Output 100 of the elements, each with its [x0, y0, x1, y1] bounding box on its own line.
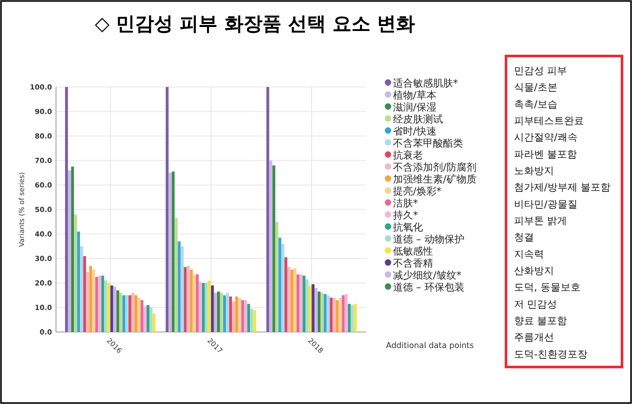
legend-item: 省时/快速 [384, 126, 436, 138]
legend-item: 不含香精 [384, 258, 433, 270]
legend-item: 不含苯甲酸酯类 [384, 138, 463, 150]
bar [65, 87, 68, 332]
bar [247, 304, 250, 332]
bar [150, 308, 152, 332]
bar [77, 232, 80, 332]
bar [294, 268, 296, 332]
legend-label: 道德 – 环保包装 [393, 282, 464, 294]
chart-title: ◇ 민감성 피부 화장품 선택 요소 변화 [94, 13, 416, 35]
legend-label: 道德 – 动物保护 [393, 234, 464, 246]
legend-label: 低敏感性 [393, 246, 433, 258]
bar [144, 306, 146, 332]
text: 식물/초본 [514, 82, 558, 94]
bar [83, 256, 86, 332]
legend-item: 植物/草本 [384, 90, 436, 102]
bar [217, 292, 220, 332]
text: 시간절약/쾌속 [514, 132, 578, 144]
bar [354, 304, 357, 332]
legend-label: 减少细纹/皱纹* [393, 270, 462, 282]
legend-item: 减少细纹/皱纹* [384, 270, 462, 282]
legend-label: 经皮肤测试 [393, 114, 443, 126]
text: 주름개선 [514, 332, 554, 344]
text: 저 민감성 [514, 299, 558, 310]
bar [202, 283, 205, 332]
bar [166, 87, 169, 332]
legend-label: 持久* [393, 210, 418, 222]
bar [241, 300, 244, 332]
bar [296, 274, 300, 332]
bar [86, 272, 90, 332]
text: 촉촉/보습 [514, 99, 558, 110]
bar [168, 172, 172, 332]
bar [226, 292, 229, 332]
bar [223, 295, 226, 332]
bar [326, 295, 330, 332]
bar [275, 222, 278, 332]
legend-item: 抗衰老 [384, 150, 423, 162]
bar [138, 298, 140, 332]
text: 지속력 [514, 249, 544, 260]
text: 산화방지 [514, 266, 554, 277]
bar [281, 244, 284, 332]
bar [74, 214, 77, 332]
bar [287, 267, 290, 332]
legend-item: 道德 – 动物保护 [384, 234, 464, 246]
text: 민감성 피부 [514, 66, 568, 77]
legend-label: 滋润/保湿 [393, 102, 436, 114]
text: 도덕, 동물보호 [514, 282, 580, 294]
legend-label: 植物/草本 [393, 90, 436, 102]
bar [314, 288, 318, 332]
legend-label: 适合敏感肌肤* [393, 78, 458, 90]
legend-label: 不含香精 [393, 258, 433, 270]
legend-label: 省时/快速 [393, 126, 436, 138]
legend-label: 洁肤* [393, 198, 418, 210]
legend-item: 洁肤* [384, 198, 418, 210]
text: 노화방지 [514, 166, 554, 177]
legend-item: 持久* [384, 210, 418, 222]
legend-label: 不含苯甲酸酯类 [393, 138, 463, 150]
bar [306, 279, 308, 332]
bar [350, 305, 354, 332]
bar [192, 274, 196, 332]
bar [128, 295, 132, 332]
bar [232, 301, 236, 332]
bar [140, 300, 144, 332]
bar [208, 280, 211, 332]
legend-item: 低敏感性 [384, 246, 433, 258]
bar [134, 295, 138, 332]
legend-item: 不含添加剂/防腐剂 [384, 162, 476, 174]
bar [71, 166, 74, 332]
bar [119, 292, 122, 332]
legend-item: 经皮肤测试 [384, 114, 443, 126]
bar [92, 270, 96, 332]
text: 피부톤 밝게 [514, 216, 568, 227]
bar [214, 292, 217, 332]
bar [238, 298, 242, 332]
bar [272, 165, 276, 332]
bar [318, 292, 321, 332]
bar [324, 294, 327, 332]
legend-item: 道德 – 环保包装 [384, 282, 464, 294]
legend-label: 抗氧化 [393, 222, 423, 234]
legend-label: 提亮/焕彩* [393, 186, 442, 198]
bar [348, 304, 351, 332]
text: Additional data points [386, 341, 474, 350]
text: 향료 불포함 [514, 316, 568, 327]
bar [89, 266, 92, 332]
legend-item: 加强维生素/矿物质 [384, 174, 476, 186]
bar [125, 295, 128, 332]
bar [244, 300, 248, 332]
bar [116, 290, 120, 332]
bar [284, 257, 288, 332]
legend-item: 滋润/保湿 [384, 102, 436, 114]
legend-label: 抗衰老 [393, 150, 423, 162]
text: 피부테스트완료 [514, 116, 584, 127]
text: 비타민/광물질 [514, 199, 578, 210]
bar [68, 170, 71, 332]
bar [80, 246, 84, 332]
bar [204, 283, 208, 332]
text: 도덕-친환경포장 [514, 349, 588, 360]
bar [198, 282, 202, 332]
bar [172, 172, 175, 332]
bar [122, 295, 126, 332]
